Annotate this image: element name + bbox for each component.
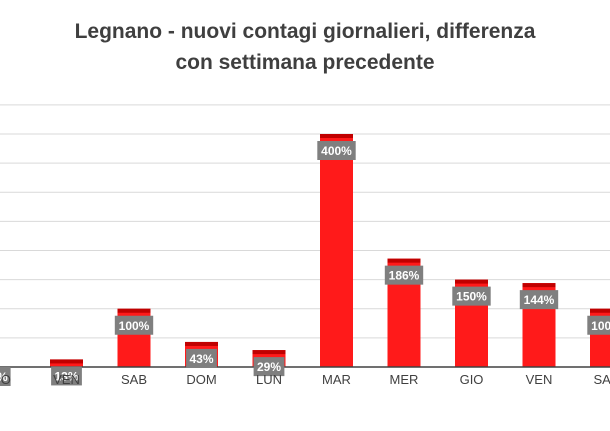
gridlines	[0, 104, 610, 339]
bar-cap	[320, 134, 353, 138]
category-label: SAB	[121, 372, 147, 387]
bar-cap	[252, 350, 286, 355]
data-label-box	[114, 315, 154, 335]
category-label: GIO	[0, 372, 11, 387]
data-label: 100%	[591, 319, 610, 333]
data-label: 186%	[389, 269, 420, 283]
category-label: GIO	[460, 372, 484, 387]
chart-title-line-1: Legnano - nuovi contagi giornalieri, dif…	[74, 20, 536, 43]
bar-cap	[522, 283, 556, 288]
bar-cap	[50, 359, 83, 364]
data-label: 144%	[524, 293, 555, 307]
data-label-box	[452, 286, 491, 306]
category-label: SAB	[593, 372, 610, 387]
bar	[320, 134, 353, 367]
data-label-box	[186, 348, 217, 368]
data-label-box	[0, 367, 11, 386]
bar-cap	[590, 308, 610, 313]
chart-title: Legnano - nuovi contagi giornalieri, dif…	[0, 16, 610, 78]
data-label: 0%	[0, 370, 8, 384]
bar-cap	[117, 308, 151, 313]
bar-cap	[455, 279, 488, 284]
data-label-box	[384, 265, 424, 285]
bar-cap	[185, 341, 218, 346]
category-label: VEN	[53, 372, 80, 387]
category-label: MAR	[322, 372, 351, 387]
category-label: MER	[390, 372, 419, 387]
data-label-box	[519, 290, 559, 310]
chart-title-line-2: con settimana precedente	[175, 51, 435, 74]
category-labels: GIO VEN SAB DOM LUN MAR MER GIO VEN SAB	[0, 372, 610, 387]
data-label-box	[51, 366, 82, 386]
data-label-box	[253, 357, 285, 377]
data-label: 400%	[321, 144, 352, 158]
data-label: 43%	[189, 352, 213, 366]
category-label: LUN	[256, 372, 282, 387]
bar-cap	[387, 258, 421, 263]
category-label: VEN	[526, 372, 553, 387]
data-labels: 0% 13% 100% 43% 29% 400% 186% 150% 144% 100%	[0, 141, 610, 386]
data-label: 100%	[119, 319, 150, 333]
data-label: 29%	[257, 360, 281, 374]
data-label: 13%	[54, 369, 78, 383]
data-label: 150%	[456, 290, 487, 304]
data-label-box	[587, 315, 610, 335]
data-label-box	[317, 141, 356, 160]
category-label: DOM	[186, 372, 216, 387]
